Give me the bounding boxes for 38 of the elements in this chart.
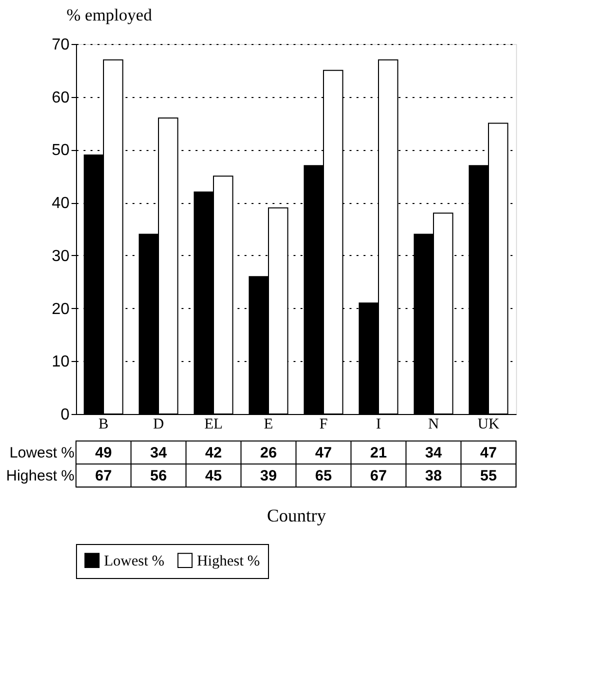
y-tick-label: 60 (52, 89, 70, 106)
data-label: 56 (150, 468, 167, 484)
y-tick-label: 20 (52, 300, 70, 318)
data-label: 38 (425, 468, 442, 484)
data-label: 34 (425, 444, 442, 462)
data-label: 45 (205, 468, 222, 484)
data-label: 39 (260, 468, 277, 484)
data-label: 26 (260, 444, 277, 462)
x-tick-label: F (319, 416, 328, 432)
data-label: 65 (315, 468, 332, 484)
data-label: 67 (95, 468, 112, 484)
x-tick-label: B (98, 416, 109, 432)
data-label: 21 (370, 444, 387, 462)
y-axis-title: % employed (66, 6, 152, 24)
data-label: 55 (480, 468, 497, 484)
data-label: 67 (370, 468, 387, 484)
legend-label: Lowest % (104, 553, 164, 570)
text: Highest % (6, 468, 74, 484)
text: Lowest % (9, 444, 74, 462)
x-tick-label: I (376, 416, 381, 432)
x-axis-title: Country (266, 506, 326, 526)
x-tick-label: D (153, 416, 164, 432)
x-tick-label: UK (478, 416, 500, 432)
data-label: 47 (480, 444, 497, 462)
x-tick-label: EL (204, 416, 223, 432)
x-tick-label: E (264, 416, 274, 432)
y-tick-label: 40 (52, 195, 70, 212)
data-label: 49 (95, 444, 112, 462)
y-tick-label: 10 (52, 354, 70, 371)
y-tick-label: 30 (52, 248, 70, 265)
data-label: 34 (150, 444, 168, 462)
y-tick-label: 50 (52, 142, 70, 160)
legend-label: Highest % (197, 553, 260, 570)
data-label: 47 (315, 444, 332, 462)
x-tick-label: N (428, 416, 440, 432)
data-label: 42 (205, 444, 222, 462)
y-tick-label: 0 (60, 406, 70, 424)
y-tick-label: 70 (52, 36, 70, 54)
